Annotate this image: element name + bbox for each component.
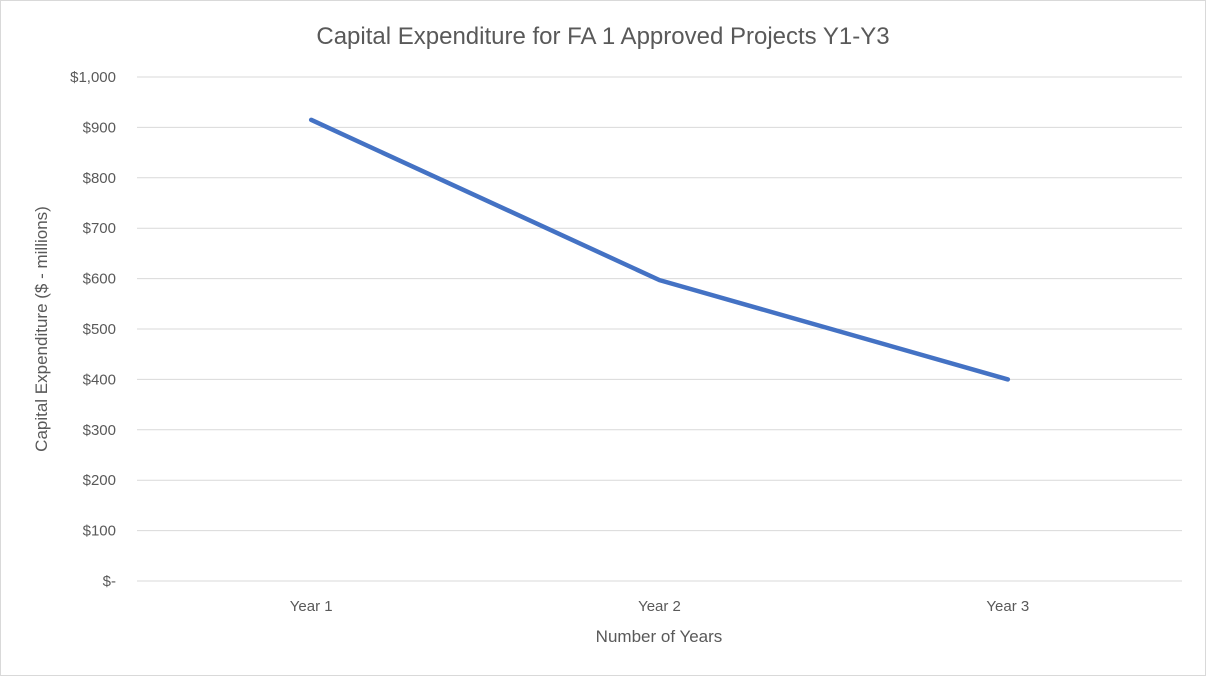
y-tick-label: $1,000 [70,69,116,86]
chart-title: Capital Expenditure for FA 1 Approved Pr… [316,23,889,50]
y-tick-label: $700 [83,220,116,237]
y-tick-label: $900 [83,119,116,136]
x-tick-label: Year 2 [638,598,681,615]
y-axis-title: Capital Expenditure ($ - millions) [32,206,51,452]
gridlines [137,76,1182,582]
y-axis-tick-labels: $- $100 $200 $300 $400 $500 $600 $700 $800 $900 $1… [70,69,116,590]
x-axis-tick-labels: Year 1 Year 2 Year 3 [290,598,1029,615]
y-tick-label: $300 [83,422,116,439]
series-group [308,117,1011,382]
y-tick-label: $400 [83,371,116,388]
y-tick-label: $- [103,573,116,590]
x-tick-label: Year 1 [290,598,333,615]
y-tick-label: $100 [83,523,116,540]
series-line [308,117,1011,382]
y-tick-label: $800 [83,170,116,187]
x-tick-label: Year 3 [986,598,1029,615]
y-tick-label: $500 [83,321,116,338]
x-axis-title: Number of Years [596,627,723,646]
y-tick-label: $200 [83,472,116,489]
y-tick-label: $600 [83,271,116,288]
